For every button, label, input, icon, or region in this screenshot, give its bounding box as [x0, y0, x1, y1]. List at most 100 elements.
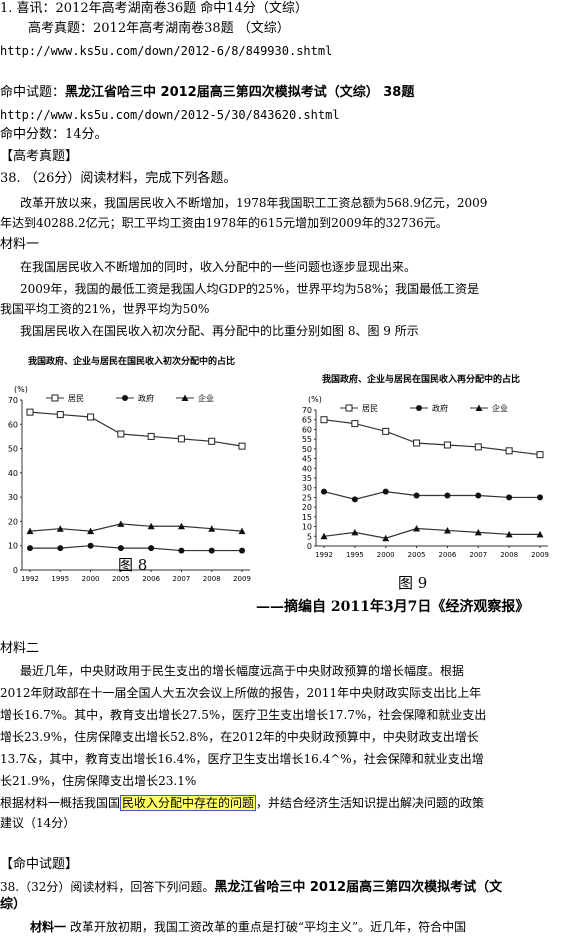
paragraph-1a: 改革开放以来，我国居民收入不断增加，1978年我国职工工资总额为568.9亿元，…: [20, 196, 488, 210]
x-tick-label: 2005: [112, 575, 130, 583]
y-tick-label: 65: [302, 416, 312, 425]
legend-label: 企业: [492, 403, 508, 413]
data-point: [27, 545, 33, 552]
data-point: [351, 496, 358, 503]
data-point: [351, 528, 359, 536]
prompt-pre: 根据材料一概括我国国: [0, 796, 121, 810]
y-tick-label: 30: [302, 484, 312, 493]
x-tick-label: 2008: [500, 551, 518, 559]
y-tick-label: 50: [8, 445, 18, 454]
data-point: [475, 492, 482, 499]
data-point: [506, 494, 513, 501]
data-point: [26, 527, 34, 535]
x-tick-label: 2006: [142, 575, 160, 583]
source-url-2[interactable]: http://www.ks5u.com/down/2012-5/30/84362…: [0, 108, 340, 122]
source-url-1[interactable]: http://www.ks5u.com/down/2012-6/8/849930…: [0, 44, 333, 58]
figure-8-caption: 图 8: [118, 556, 148, 574]
hit-title-line: 命中试题：黑龙江省哈三中 2012届高三第四次模拟考试（文综） 38题: [0, 84, 414, 102]
score-line: 命中分数：14分。: [0, 127, 108, 142]
data-point: [382, 488, 389, 495]
paragraph-5a: 最近几年，中央财政用于民生支出的增长幅度远高于中央财政预算的增长幅度。根据: [20, 664, 465, 678]
data-point: [117, 430, 125, 438]
data-point: [87, 413, 95, 421]
y-tick-label: 60: [8, 420, 18, 429]
figure-8-title: 我国政府、企业与居民在国民收入初次分配中的占比: [28, 355, 235, 367]
y-tick-label: 10: [302, 523, 312, 532]
data-point: [117, 545, 124, 552]
figure-source-note: ——摘编自 2011年3月7日《经济观察报》: [256, 599, 530, 615]
data-point: [474, 528, 482, 536]
x-tick-label: 1995: [346, 551, 364, 559]
hit-question-pre: 38.（32分）阅读材料，回答下列问题。: [0, 880, 215, 894]
data-point: [351, 420, 359, 428]
paragraph-1b: 年达到40288.2亿元；职工平均工资由1978年的615元增加到2009年的3…: [0, 216, 448, 230]
hit-material-1-line: 材料一 改革开放初期，我国工资改革的重点是打破“平均主义”。近几年，符合中国: [30, 918, 466, 936]
data-point: [238, 442, 246, 450]
paragraph-5e: 13.7&，其中，教育支出增长16.4%，医疗卫生支出增长16.4^%，社会保障…: [0, 752, 484, 766]
legend-label: 企业: [198, 393, 214, 403]
y-tick-label: 20: [302, 503, 312, 512]
data-point: [177, 522, 185, 530]
question-prompt-score: 建议（14分）: [0, 816, 76, 830]
paragraph-3a: 2009年，我国的最低工资是我国人均GDP的25%，世界平均为58%；我国最低工…: [20, 282, 480, 296]
y-tick-label: 55: [302, 435, 312, 444]
data-point: [382, 534, 390, 542]
data-point: [208, 437, 216, 445]
hit-question-bold: 黑龙江省哈三中 2012届高三第四次模拟考试（文: [214, 880, 503, 895]
data-point: [148, 545, 155, 552]
data-point: [505, 530, 513, 538]
highlighted-phrase: 民收入分配中存在的问题: [120, 795, 257, 811]
data-point: [320, 532, 328, 540]
legend-marker: [416, 405, 422, 411]
data-point: [208, 525, 216, 532]
x-tick-label: 2009: [531, 551, 549, 559]
data-point: [413, 439, 421, 447]
y-tick-label: 70: [302, 406, 312, 415]
paragraph-5c: 增长16.7%。其中，教育支出增长27.5%，医疗卫生支出增长17.7%，社会保…: [0, 708, 487, 722]
data-point: [443, 441, 451, 449]
figure-8-chart: 我国政府、企业与居民在国民收入初次分配中的占比 (%) 0 10 20 30 40 50 60…: [8, 355, 251, 583]
x-tick-label: 1992: [315, 551, 333, 559]
x-tick-label: 2007: [173, 575, 191, 583]
legend-marker: [345, 404, 353, 412]
legend-marker: [475, 404, 483, 411]
paragraph-5b: 2012年财政部在十一届全国人大五次会议上所做的报告，2011年中央财政实际支出…: [0, 686, 482, 700]
y-tick-label: 15: [302, 513, 312, 522]
y-axis-unit: (%): [14, 385, 28, 394]
y-tick-label: 40: [8, 469, 18, 478]
paragraph-5d: 增长23.9%，住房保障支出增长52.8%，在2012年的中央财政预算中，中央财…: [0, 730, 479, 744]
y-tick-label: 20: [8, 517, 18, 526]
data-point: [382, 427, 390, 435]
data-point: [505, 447, 513, 455]
paragraph-5f: 长21.9%，住房保障支出增长23.1%: [0, 774, 197, 788]
data-point: [57, 545, 64, 552]
data-point: [56, 411, 64, 419]
legend-label: 居民: [362, 404, 378, 413]
y-tick-label: 35: [302, 474, 312, 483]
x-tick-label: 2000: [82, 575, 100, 583]
figure-9-title: 我国政府、企业与居民在国民收入再分配中的占比: [322, 373, 520, 385]
paragraph-3b: 我国平均工资的21%，世界平均为50%: [0, 302, 210, 316]
data-point: [178, 547, 185, 554]
series-line: [323, 419, 541, 456]
x-tick-label: 2007: [469, 551, 487, 559]
hit-title: 黑龙江省哈三中 2012届高三第四次模拟考试（文综） 38题: [65, 85, 415, 100]
series-line: [29, 523, 243, 532]
y-tick-label: 0: [13, 566, 18, 575]
legend-marker: [122, 395, 128, 401]
data-point: [147, 432, 155, 440]
data-point: [239, 547, 245, 554]
data-point: [208, 547, 215, 554]
question-prompt: 根据材料一概括我国国 民收入分配中存在的问题 ，并结合经济生活知识提出解决问题的政策: [0, 794, 484, 812]
data-point: [26, 408, 34, 416]
hit-material-1-text: 改革开放初期，我国工资改革的重点是打破“平均主义”。近几年，符合中国: [66, 920, 467, 934]
y-tick-label: 70: [8, 396, 18, 405]
y-tick-label: 30: [8, 493, 18, 502]
data-point: [536, 530, 544, 538]
data-point: [443, 526, 451, 534]
legend-label: 政府: [138, 393, 154, 403]
material-2-label: 材料二: [0, 641, 40, 656]
series-line: [29, 411, 243, 447]
x-tick-label: 1995: [51, 575, 69, 583]
